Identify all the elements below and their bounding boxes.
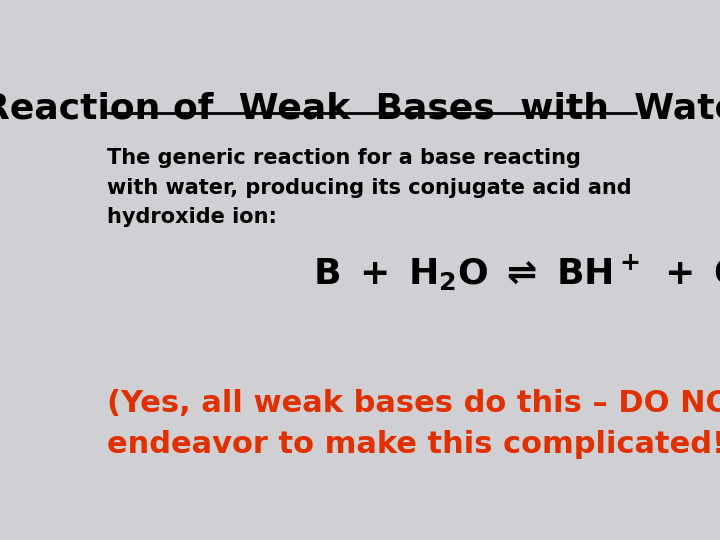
Text: (Yes, all weak bases do this – DO NOT
endeavor to make this complicated!): (Yes, all weak bases do this – DO NOT en… (107, 389, 720, 458)
Text: $\mathbf{B\ +\ H_2O\ \rightleftharpoons\ BH^+\ +\ OH^-}$: $\mathbf{B\ +\ H_2O\ \rightleftharpoons\… (313, 252, 720, 293)
Text: Reaction of  Weak  Bases  with  Water: Reaction of Weak Bases with Water (0, 92, 720, 126)
Text: The generic reaction for a base reacting
with water, producing its conjugate aci: The generic reaction for a base reacting… (107, 148, 631, 227)
